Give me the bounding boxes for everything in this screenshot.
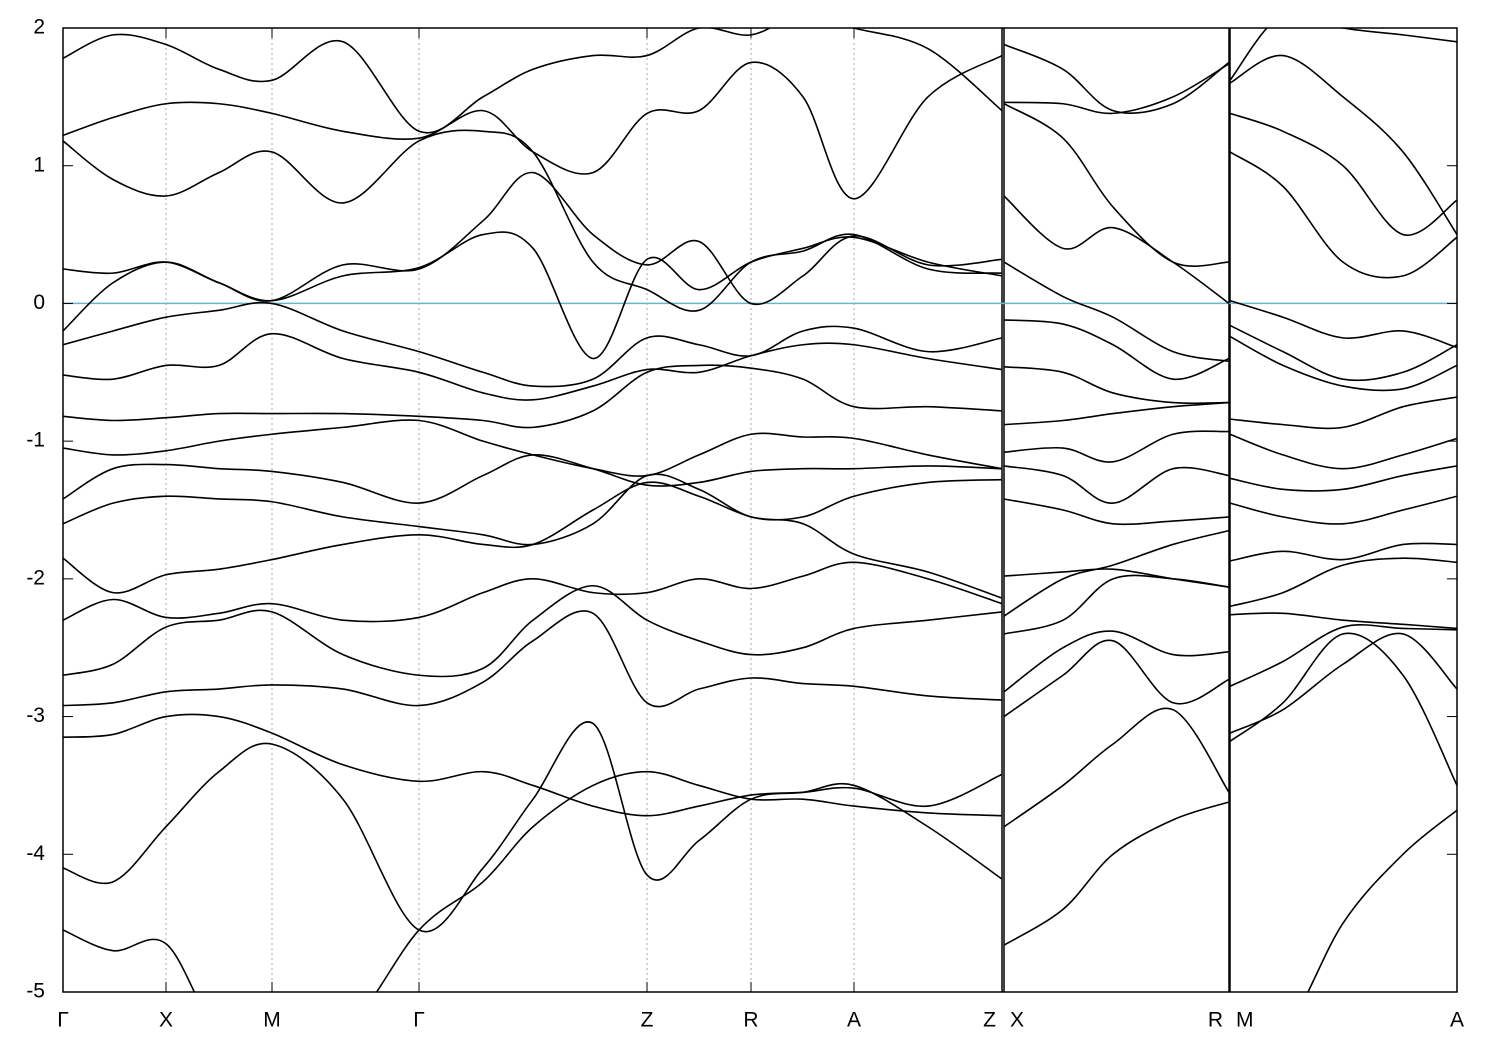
band-line [63,632,1457,817]
x-tick-label: A [1450,1009,1464,1032]
plot-frame [62,27,1458,993]
y-tick-label: 1 [33,153,45,176]
x-tick-label: M [263,1009,281,1032]
band-line [63,43,1457,236]
band-line [63,301,1457,388]
band-line [63,364,1457,430]
y-tick-label: 0 [33,291,45,314]
bands [63,28,1457,992]
y-tick-label: -5 [26,980,45,1003]
x-tick-label: Γ [57,1009,69,1032]
band-line [63,28,1457,134]
x-tick-label: R [1208,1009,1223,1032]
x-tick-label: Γ [413,1009,425,1032]
y-tick-label: -3 [26,704,45,727]
band-line [63,557,1457,623]
x-tick-label: A [847,1009,861,1032]
y-tick-label: 2 [33,16,45,39]
y-tick-label: -2 [26,566,45,589]
band-line [63,610,1457,708]
y-tick-label: -1 [26,429,45,452]
x-tick-label: X [1010,1009,1024,1032]
x-tick-label: M [1236,1009,1254,1032]
x-tick-label: R [743,1009,758,1032]
band-line [63,770,1457,992]
x-tick-label: X [159,1009,173,1032]
band-line [63,473,1457,546]
band-line [63,151,1457,306]
x-tick-label: Z [641,1009,654,1032]
x-tick-label: Z [983,1009,996,1032]
band-line [63,332,1457,405]
y-tick-label: -4 [26,842,45,865]
band-line [63,419,1457,477]
